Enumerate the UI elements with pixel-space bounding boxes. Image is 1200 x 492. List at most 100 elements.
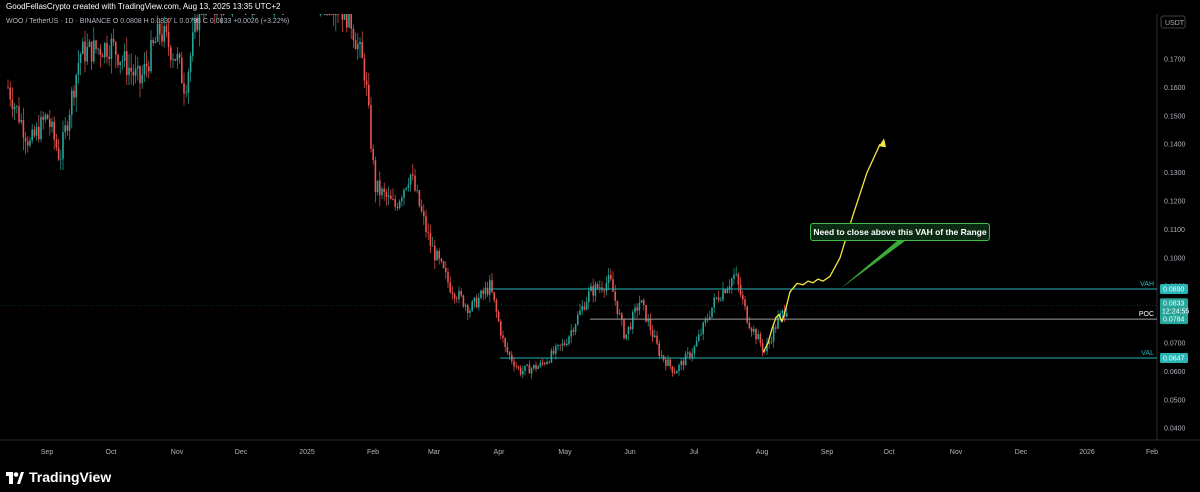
candle	[420, 206, 423, 212]
candle	[638, 302, 641, 311]
candle	[687, 352, 689, 354]
candle	[73, 90, 75, 98]
candle	[625, 334, 627, 339]
x-tick-label: Mar	[428, 449, 441, 456]
candle	[379, 180, 381, 196]
footer-bar: TradingView	[0, 462, 1200, 492]
candle	[176, 53, 179, 61]
candle	[205, 14, 207, 15]
x-tick-label: Apr	[494, 449, 506, 456]
tradingview-logo[interactable]: TradingView	[6, 469, 111, 485]
brand-name: TradingView	[29, 469, 112, 485]
candle	[502, 335, 504, 338]
candle	[123, 51, 126, 61]
candle	[137, 66, 139, 69]
candle	[755, 329, 757, 340]
candle	[478, 297, 480, 308]
candle	[555, 346, 557, 354]
candle	[194, 17, 196, 33]
candle	[390, 195, 392, 199]
candle	[172, 59, 174, 61]
candle	[761, 343, 764, 351]
y-tick-label: 0.0500	[1164, 397, 1186, 404]
candle	[539, 362, 542, 367]
candle	[568, 336, 570, 344]
candle	[185, 92, 187, 94]
price-chart[interactable]: 0.1700 0.1600 0.1500 0.1400 0.1300 0.1200 0.11…	[0, 0, 1200, 462]
candle	[748, 322, 751, 329]
candle	[467, 305, 469, 313]
candle	[680, 360, 682, 365]
candle	[581, 306, 583, 311]
candle	[183, 83, 185, 94]
annotation-pointer	[840, 241, 905, 290]
candle	[726, 289, 729, 293]
candle	[665, 359, 667, 366]
candle	[93, 40, 95, 62]
candle	[497, 311, 500, 322]
candle	[700, 333, 702, 335]
candle	[161, 34, 163, 42]
candle	[777, 316, 779, 329]
candle	[656, 335, 658, 344]
candle	[722, 289, 724, 300]
candle	[167, 32, 170, 48]
candle	[27, 141, 29, 146]
candle	[132, 71, 135, 76]
candle	[244, 14, 247, 15]
candle	[152, 40, 154, 44]
candle	[550, 350, 553, 363]
candle	[170, 47, 172, 61]
candle	[649, 319, 652, 331]
currency-badge[interactable]	[1160, 15, 1186, 29]
candle	[695, 340, 698, 347]
candle	[18, 106, 20, 123]
candle	[557, 344, 559, 347]
candle	[495, 300, 498, 312]
candle	[533, 364, 535, 369]
candle	[385, 191, 388, 197]
candle	[442, 261, 445, 269]
candle	[596, 284, 599, 289]
candle	[330, 14, 333, 15]
level-label-val: VAL	[1141, 350, 1154, 357]
candle	[786, 313, 788, 317]
candle	[603, 290, 605, 292]
candle	[178, 53, 181, 58]
candle	[592, 285, 594, 296]
candle	[618, 313, 621, 315]
candle	[524, 365, 526, 371]
candle	[383, 188, 385, 192]
candle	[658, 343, 660, 356]
candle	[508, 352, 511, 355]
y-tick-label: 0.0700	[1164, 341, 1186, 348]
candle	[484, 287, 487, 294]
candle	[535, 364, 537, 369]
x-tick-label: Jun	[624, 449, 635, 456]
level-price-value-val: 0.0647	[1163, 356, 1185, 363]
candle	[104, 43, 106, 58]
candle	[352, 28, 355, 41]
candle	[99, 48, 102, 56]
candle	[401, 197, 403, 202]
candle	[222, 14, 225, 15]
candle	[724, 289, 726, 293]
candle	[418, 190, 421, 207]
candle	[51, 121, 53, 128]
candle	[95, 40, 97, 50]
candle	[660, 355, 663, 357]
x-tick-label: Aug	[756, 449, 769, 456]
candle	[216, 14, 218, 15]
candle	[590, 285, 592, 292]
candle	[599, 287, 601, 289]
candle	[585, 302, 588, 310]
candle	[273, 14, 275, 15]
candle	[425, 216, 427, 232]
candle	[757, 334, 759, 340]
candle	[447, 272, 449, 283]
candle	[141, 74, 143, 84]
candle	[517, 366, 520, 368]
candle	[629, 326, 632, 330]
x-tick-label: Jul	[690, 449, 699, 456]
candle	[159, 23, 161, 35]
